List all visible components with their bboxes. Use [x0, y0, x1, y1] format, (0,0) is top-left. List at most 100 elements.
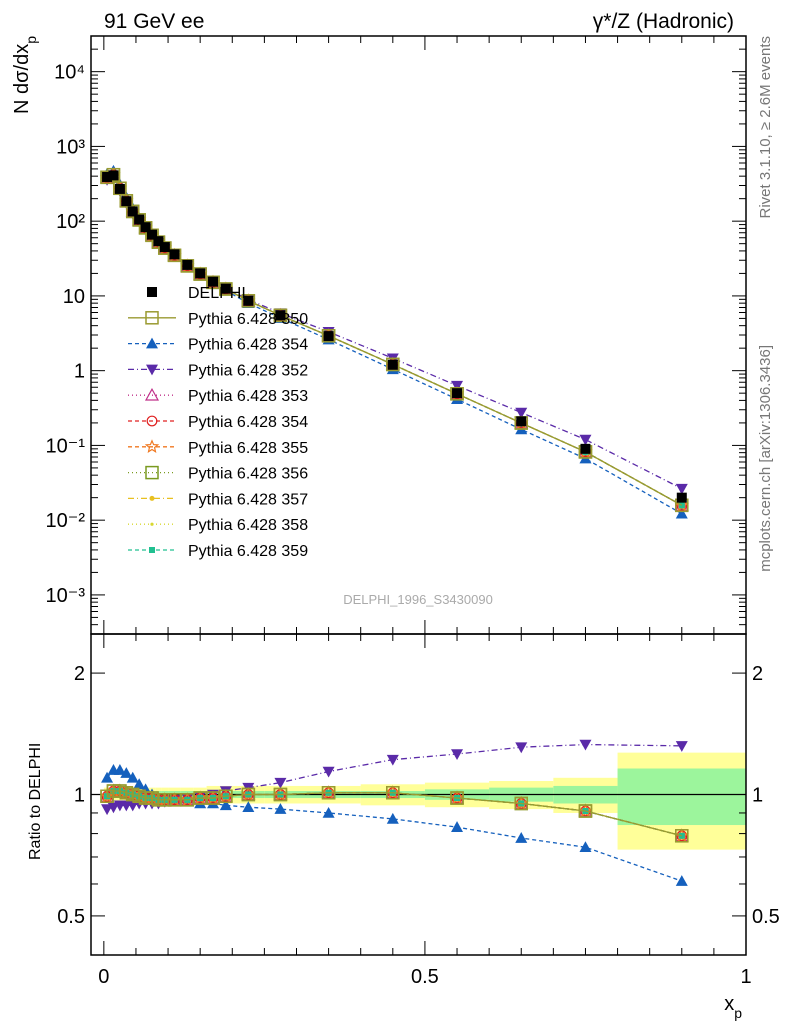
- ratio-data-point: [578, 804, 593, 818]
- side-text-top: Rivet 3.1.10, ≥ 2.6M events: [757, 36, 774, 219]
- main-data-point: [180, 259, 195, 273]
- side-text-bottom: mcplots.cern.ch [arXiv:1306.3436]: [757, 345, 774, 572]
- main-data-point: [675, 507, 688, 519]
- delphi-point: [159, 242, 170, 253]
- delphi-point: [108, 170, 119, 181]
- main-y-tick-label: 10⁴: [54, 62, 85, 84]
- delphi-point: [243, 295, 254, 306]
- main-data-point: [273, 308, 288, 323]
- legend-marker: [145, 311, 159, 325]
- x-tick-label: 0.5: [411, 966, 439, 988]
- series-group: [99, 164, 689, 886]
- legend-label: Pythia 6.428 357: [188, 491, 308, 508]
- ratio-y-tick-label-right: 2: [752, 663, 763, 685]
- ratio-data-point: [514, 796, 528, 811]
- main-y-tick-label: 1: [74, 361, 85, 383]
- legend-label: Pythia 6.428 355: [188, 440, 308, 457]
- legend-label: Pythia 6.428 352: [188, 362, 308, 379]
- ratio-y-tick-label-left: 1: [74, 785, 85, 807]
- ratio-data-point: [219, 789, 233, 804]
- ratio-y-label-text: Ratio to DELPHI: [27, 743, 44, 860]
- ratio-data-point: [180, 793, 195, 807]
- legend-marker: [149, 547, 155, 553]
- legend-marker: [145, 465, 159, 480]
- legend-marker: [144, 439, 160, 453]
- ratio-data-point: [274, 803, 287, 814]
- main-y-tick-label: 10²: [56, 211, 85, 233]
- main-y-tick-label: 10: [63, 286, 85, 308]
- legend-label: Pythia 6.428 354: [188, 337, 308, 354]
- ratio-data-point: [386, 754, 399, 766]
- main-y-tick-label: 10⁻¹: [46, 435, 86, 457]
- main-data-point: [158, 241, 172, 255]
- header-right: γ*/Z (Hadronic): [593, 10, 734, 33]
- ratio-data-point: [126, 771, 139, 783]
- x-tick-label: 1: [740, 966, 751, 988]
- delphi-point: [127, 206, 138, 217]
- ratio-data-point: [675, 741, 688, 752]
- ratio-data-point: [219, 799, 232, 811]
- ratio-series-line: [106, 790, 682, 837]
- delphi-point: [182, 259, 193, 270]
- ratio-data-point: [579, 841, 592, 853]
- ratio-data-point: [273, 787, 288, 802]
- ratio-data-point: [101, 771, 114, 783]
- ratio-data-point: [386, 786, 400, 800]
- legend-marker: [146, 364, 158, 376]
- main-y-tick-label: 10³: [56, 136, 85, 158]
- delphi-point: [387, 359, 398, 370]
- ratio-y-tick-label-left: 2: [74, 663, 85, 685]
- main-data-point: [675, 483, 688, 495]
- x-axis-label: xp: [724, 993, 742, 1021]
- main-data-point: [206, 275, 220, 290]
- legend-marker: [144, 387, 160, 401]
- main-data-point: [515, 407, 528, 419]
- main-data-point: [219, 282, 233, 296]
- legend-label-delphi: DELPHI: [188, 285, 246, 302]
- legend-label: Pythia 6.428 354: [188, 414, 308, 431]
- ratio-data-point: [675, 829, 689, 843]
- legend-marker-delphi: [147, 287, 157, 297]
- ratio-data-point: [322, 806, 335, 818]
- legend-label: Pythia 6.428 359: [188, 543, 308, 560]
- ratio-data-point: [515, 742, 528, 754]
- ratio-data-point: [675, 875, 688, 886]
- delphi-point: [169, 249, 180, 260]
- delphi-point: [134, 214, 145, 225]
- ratio-data-point: [113, 764, 126, 775]
- axis-ticks: 10⁻³ 10⁻² 10⁻¹ 1 10 10² 10³ 10⁴ 0.5 0.5 1 1 2 2 0 0.5 1: [46, 35, 780, 988]
- header-left: 91 GeV ee: [104, 10, 204, 33]
- legend-marker: [146, 337, 158, 349]
- main-data-point: [167, 248, 182, 263]
- delphi-point: [580, 443, 591, 454]
- main-data-point: [579, 434, 592, 446]
- delphi-point: [102, 171, 113, 182]
- ratio-data-point: [206, 791, 220, 805]
- stat-uncertainty-band: [617, 768, 746, 826]
- ratio-data-point: [242, 801, 255, 813]
- ratio-y-tick-label-right: 0.5: [752, 906, 780, 928]
- main-data-point: [241, 294, 256, 308]
- delphi-point: [275, 310, 286, 321]
- main-data-point: [193, 267, 207, 281]
- ratio-data-point: [158, 793, 172, 807]
- ratio-data-point: [579, 739, 592, 751]
- legend-marker: [150, 522, 154, 526]
- legend-label: Pythia 6.428 353: [188, 388, 308, 405]
- ratio-data-point: [321, 786, 336, 800]
- ratio-data-point: [451, 749, 464, 761]
- analysis-tag: DELPHI_1996_S3430090: [343, 592, 493, 607]
- ratio-data-point: [193, 791, 207, 805]
- ratio-y-axis-label: Ratio to DELPHI: [27, 743, 44, 860]
- delphi-data: [102, 170, 687, 503]
- delphi-point: [220, 283, 231, 294]
- main-data-point: [450, 387, 464, 401]
- ratio-y-tick-label-right: 1: [752, 785, 763, 807]
- main-y-tick-label: 10⁻³: [46, 585, 86, 607]
- delphi-point: [114, 183, 125, 194]
- ratio-data-point: [386, 812, 399, 824]
- delphi-point: [516, 416, 527, 427]
- legend: DELPHI Pythia 6.428 350 Pythia 6.428 354 Py…: [128, 285, 308, 560]
- delphi-point: [195, 268, 206, 279]
- main-data-point: [321, 329, 336, 343]
